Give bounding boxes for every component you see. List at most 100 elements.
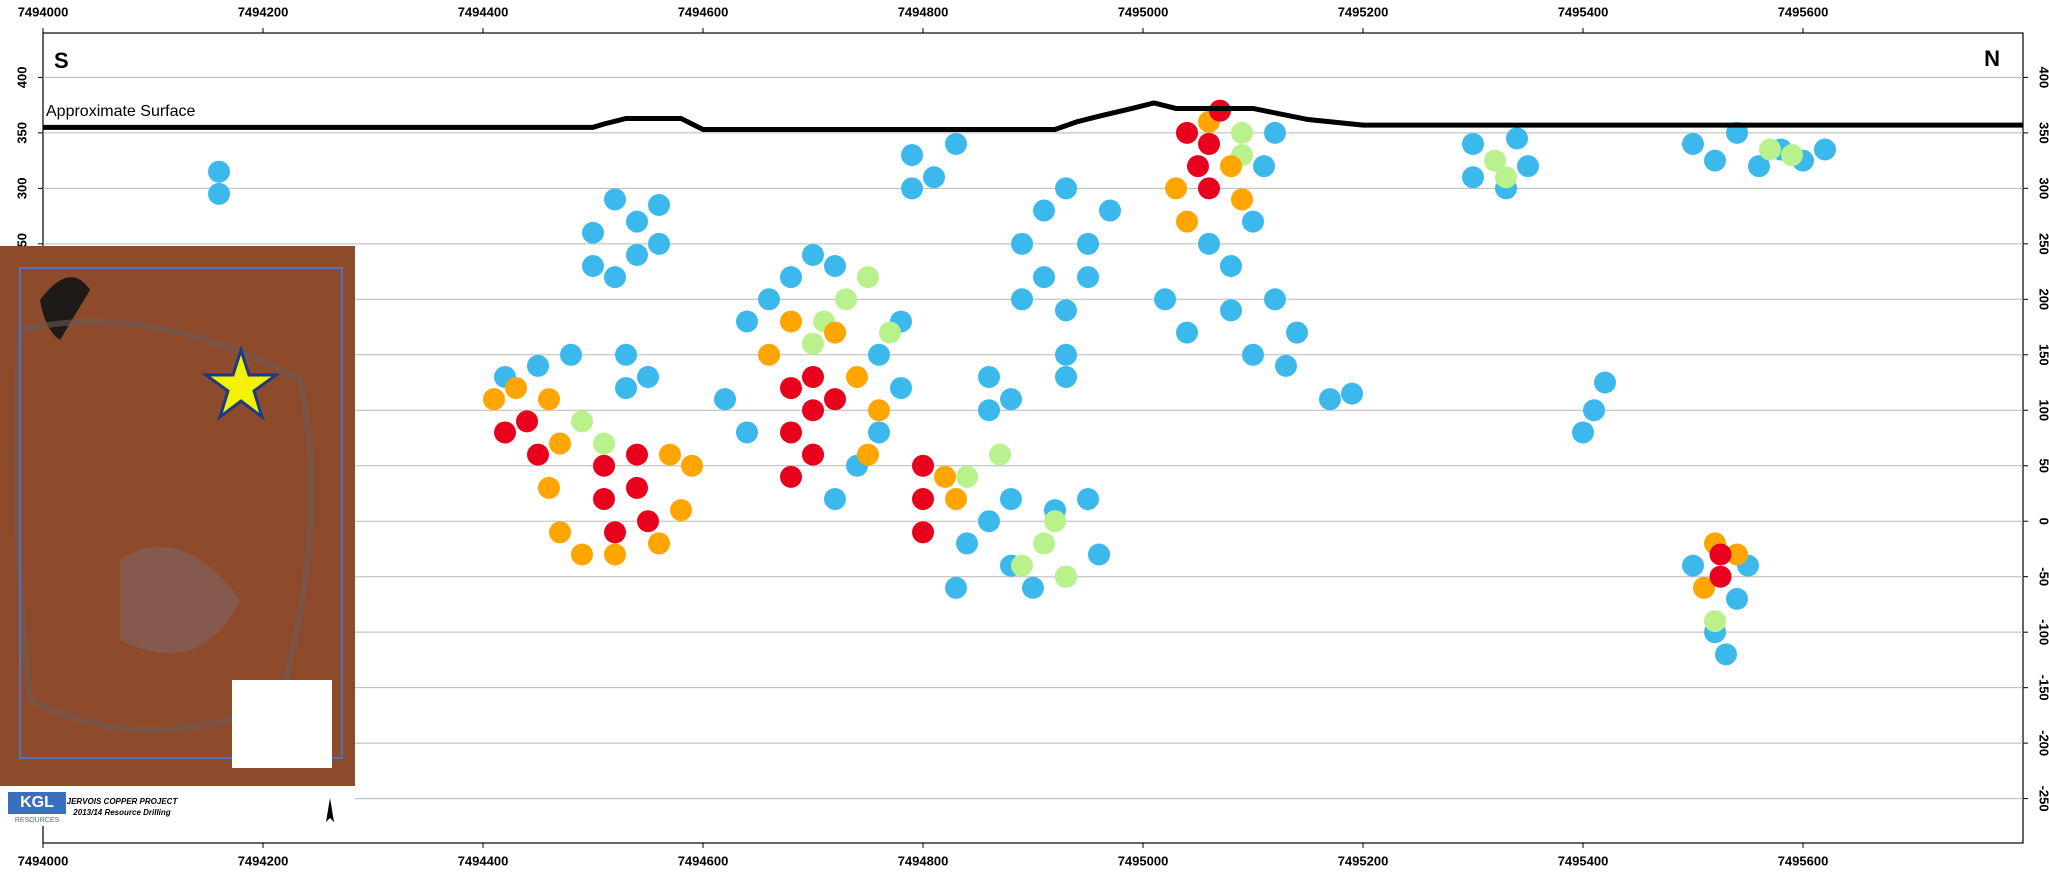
drill-sample [659, 443, 681, 466]
drill-sample [956, 532, 978, 555]
drill-sample [626, 443, 648, 466]
y-tick-label: 400 [14, 67, 29, 89]
drill-sample [1264, 121, 1286, 144]
drill-sample [802, 365, 824, 388]
drill-sample [1693, 576, 1715, 599]
drill-sample [912, 521, 934, 544]
drill-sample [780, 377, 802, 400]
y-tick-label: 150 [2037, 344, 2049, 366]
drill-sample [934, 465, 956, 488]
drill-sample [956, 465, 978, 488]
drill-sample [1055, 565, 1077, 588]
drill-sample [714, 388, 736, 411]
drill-sample [1077, 488, 1099, 511]
drill-sample [923, 166, 945, 189]
x-tick-label: 7494000 [18, 853, 69, 868]
drill-sample [1715, 643, 1737, 666]
north-arrow [326, 798, 334, 822]
drill-sample [1781, 144, 1803, 167]
logo-box [8, 792, 66, 814]
drill-sample [1495, 166, 1517, 189]
drill-sample [901, 177, 923, 200]
drill-sample [1220, 299, 1242, 322]
drill-sample [1726, 587, 1748, 610]
y-tick-label: 200 [2037, 288, 2049, 310]
drill-sample [1242, 343, 1264, 366]
logo-sub: RESOURCES [15, 817, 60, 824]
drill-sample [626, 243, 648, 266]
drill-sample [1088, 543, 1110, 566]
drill-sample [549, 432, 571, 455]
drill-sample [802, 243, 824, 266]
drill-sample [1198, 132, 1220, 155]
drill-sample [1506, 127, 1528, 150]
location-star [201, 345, 281, 422]
x-tick-label: 7494400 [458, 853, 509, 868]
drill-sample [780, 310, 802, 333]
drill-sample [604, 521, 626, 544]
drill-sample [648, 193, 670, 216]
drill-sample [1165, 177, 1187, 200]
drill-sample [802, 443, 824, 466]
drill-sample [538, 476, 560, 499]
y-tick-label: 0 [2037, 518, 2049, 525]
drill-sample [1044, 510, 1066, 533]
drill-sample [1286, 321, 1308, 344]
y-tick-label: 250 [2037, 233, 2049, 255]
drill-sample [868, 399, 890, 422]
drill-sample [945, 132, 967, 155]
drill-sample [857, 443, 879, 466]
drill-sample [912, 454, 934, 477]
drill-sample [1231, 188, 1253, 211]
drill-sample [846, 365, 868, 388]
drill-sample [648, 532, 670, 555]
drill-sample [868, 421, 890, 444]
logo: KGL [20, 794, 54, 811]
drill-sample [978, 510, 1000, 533]
drill-sample [1055, 299, 1077, 322]
y-tick-label: 400 [2037, 67, 2049, 89]
drill-sample [1253, 155, 1275, 178]
drill-sample [824, 488, 846, 511]
drill-sample [593, 432, 615, 455]
north-label: N [1984, 46, 2000, 71]
drill-sample [670, 499, 692, 522]
drill-sample [208, 182, 230, 205]
x-tick-label: 7495200 [1338, 4, 1389, 19]
x-tick-label: 7494800 [898, 853, 949, 868]
inset-ridge [120, 546, 240, 654]
drill-sample [868, 343, 890, 366]
drill-sample [758, 288, 780, 311]
drill-sample [1759, 138, 1781, 161]
drill-sample [890, 377, 912, 400]
drill-sample [978, 365, 1000, 388]
drill-sample [1726, 543, 1748, 566]
drill-sample [978, 399, 1000, 422]
drill-sample [1704, 610, 1726, 633]
x-tick-label: 7495000 [1118, 4, 1169, 19]
drill-sample [1594, 371, 1616, 394]
drill-sample [1077, 232, 1099, 255]
drill-sample [1341, 382, 1363, 405]
drill-sample [1814, 138, 1836, 161]
x-tick-label: 7494600 [678, 4, 729, 19]
x-tick-label: 7494400 [458, 4, 509, 19]
drill-sample [901, 144, 923, 167]
x-tick-label: 7495600 [1778, 853, 1829, 868]
surface-label: Approximate Surface [46, 103, 196, 120]
drill-sample [1011, 288, 1033, 311]
drill-sample [736, 421, 758, 444]
x-tick-label: 7494600 [678, 853, 729, 868]
x-tick-label: 7494000 [18, 4, 69, 19]
drill-sample [1709, 565, 1732, 588]
drill-sample [1231, 121, 1253, 144]
drill-sample [835, 288, 857, 311]
drill-sample [1242, 210, 1264, 233]
drill-sample [1748, 155, 1770, 178]
x-tick-label: 7494800 [898, 4, 949, 19]
drill-sample [1033, 199, 1055, 222]
y-tick-label: -200 [2037, 730, 2049, 756]
drill-sample [604, 266, 626, 289]
drill-sample [857, 266, 879, 289]
drill-sample [505, 377, 527, 400]
